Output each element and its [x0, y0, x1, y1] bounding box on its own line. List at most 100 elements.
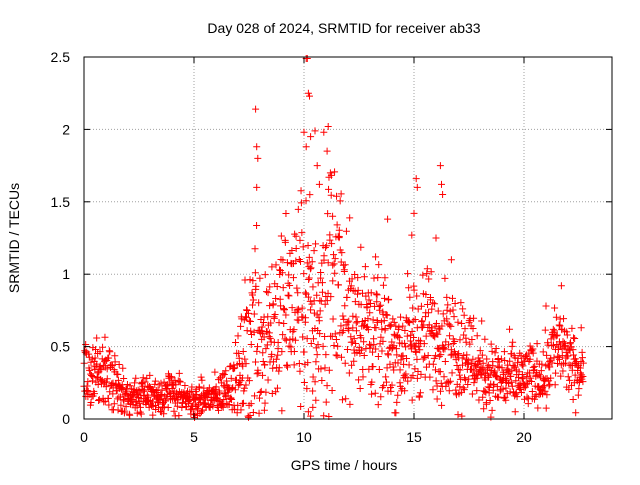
data-point	[146, 383, 154, 391]
data-point	[480, 405, 488, 413]
data-point	[333, 352, 341, 360]
data-point	[449, 306, 457, 314]
data-point	[341, 261, 349, 269]
data-point	[275, 364, 283, 372]
data-point	[547, 374, 555, 382]
data-point	[445, 341, 453, 349]
data-point	[103, 365, 111, 373]
data-point	[326, 236, 334, 244]
data-point	[321, 300, 329, 308]
data-point	[282, 336, 290, 344]
data-point	[432, 352, 440, 360]
data-point	[331, 168, 339, 176]
data-point	[569, 396, 577, 404]
data-point	[104, 394, 112, 402]
data-point	[279, 331, 287, 339]
data-point	[413, 183, 421, 191]
data-point	[578, 354, 586, 362]
data-point	[295, 359, 303, 367]
data-point	[300, 348, 308, 356]
data-point	[250, 310, 258, 318]
data-point	[439, 191, 447, 199]
data-point	[347, 282, 355, 290]
data-point	[274, 351, 282, 359]
data-point	[554, 346, 562, 354]
data-point	[426, 373, 434, 381]
data-point	[475, 396, 483, 404]
data-point	[305, 253, 313, 261]
data-point	[483, 355, 491, 363]
data-point	[96, 348, 104, 356]
data-point	[275, 367, 283, 375]
data-point	[88, 372, 96, 380]
data-point	[401, 339, 409, 347]
data-point	[269, 300, 277, 308]
data-point	[444, 301, 452, 309]
data-points	[80, 54, 587, 422]
data-point	[382, 311, 390, 319]
data-point	[242, 381, 250, 389]
data-point	[173, 402, 181, 410]
data-point	[382, 373, 390, 381]
data-point	[332, 351, 340, 359]
data-point	[168, 373, 176, 381]
data-point	[301, 289, 309, 297]
data-point	[91, 354, 99, 362]
data-point	[350, 357, 358, 365]
data-point	[451, 300, 459, 308]
data-point	[321, 333, 329, 341]
data-point	[460, 351, 468, 359]
data-point	[273, 282, 281, 290]
data-point	[417, 370, 425, 378]
data-point	[426, 294, 434, 302]
data-point	[438, 322, 446, 330]
data-point	[371, 389, 379, 397]
data-point	[429, 360, 437, 368]
data-point	[137, 410, 145, 418]
data-point	[368, 378, 376, 386]
data-point	[133, 409, 141, 417]
data-point	[470, 379, 478, 387]
data-point	[367, 289, 375, 297]
data-point	[497, 355, 505, 363]
data-point	[536, 373, 544, 381]
data-point	[478, 317, 486, 325]
data-point	[237, 406, 245, 414]
data-point	[427, 268, 435, 276]
data-point	[197, 395, 205, 403]
data-point	[546, 363, 554, 371]
data-point	[304, 241, 312, 249]
data-point	[490, 368, 498, 376]
y-tick-label: 1.5	[51, 194, 71, 210]
data-point	[431, 300, 439, 308]
y-axis-label: SRMTID / TECUs	[6, 183, 22, 293]
data-point	[382, 378, 390, 386]
data-point	[358, 346, 366, 354]
data-point	[417, 302, 425, 310]
data-point	[380, 317, 388, 325]
data-point	[307, 264, 315, 272]
data-point	[327, 191, 335, 199]
data-point	[235, 350, 243, 358]
data-point	[320, 128, 328, 136]
data-point	[368, 390, 376, 398]
data-point	[248, 291, 256, 299]
data-point	[569, 351, 577, 359]
data-point	[410, 209, 418, 217]
data-point	[333, 192, 341, 200]
data-point	[244, 309, 252, 317]
data-point	[351, 298, 359, 306]
data-point	[406, 319, 414, 327]
data-point	[357, 243, 365, 251]
data-point	[404, 270, 412, 278]
data-point	[267, 319, 275, 327]
data-point	[272, 388, 280, 396]
data-point	[420, 340, 428, 348]
data-point	[126, 382, 134, 390]
data-point	[135, 400, 143, 408]
data-point	[131, 379, 139, 387]
data-point	[408, 327, 416, 335]
data-point	[307, 306, 315, 314]
data-point	[479, 393, 487, 401]
